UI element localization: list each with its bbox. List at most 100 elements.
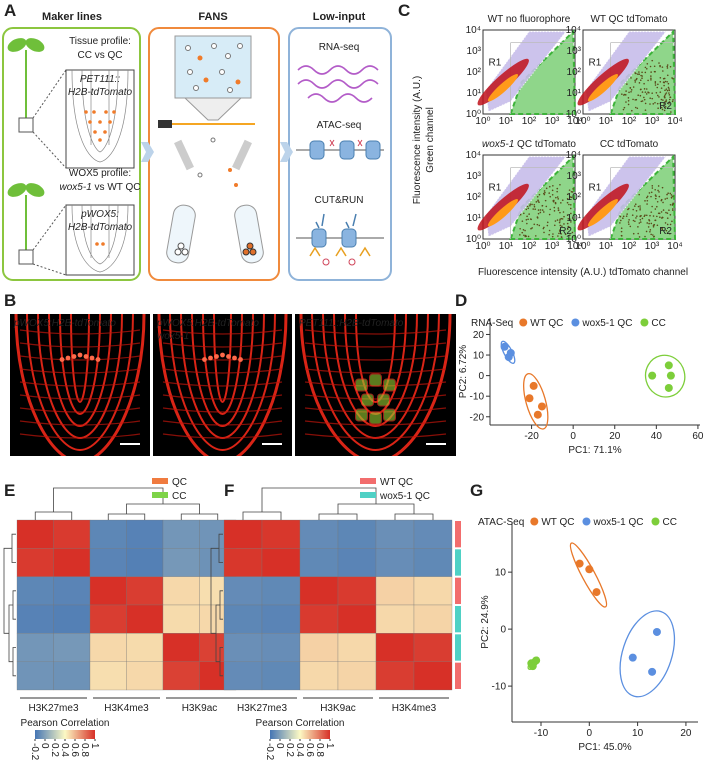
- heatmap-cell: [337, 604, 377, 634]
- x-tick-label: 10: [632, 728, 644, 739]
- event: [664, 93, 667, 95]
- event: [557, 198, 560, 200]
- flow-plot: 10⁰10⁰10¹10¹10²10²10³10³10⁴10⁴R1R2wox5-1…: [466, 139, 583, 252]
- dendrogram: [3, 533, 16, 677]
- plot-title-part: QC tdTomato: [514, 139, 576, 150]
- cell-wall: [19, 342, 141, 348]
- cell-wall: [202, 314, 243, 416]
- x-tick-label: -10: [534, 728, 549, 739]
- method: ATAC-seq: [317, 120, 362, 131]
- cell-wall: [304, 368, 447, 374]
- event: [548, 229, 551, 232]
- event: [639, 207, 641, 209]
- nucleus: [95, 357, 101, 362]
- y-tick-label: 10²: [567, 67, 582, 78]
- event: [527, 235, 530, 238]
- heatmap-cell: [337, 633, 377, 662]
- event: [654, 84, 657, 86]
- event: [548, 233, 550, 236]
- header: Low-input: [313, 11, 366, 23]
- y-tick-label: 10¹: [467, 213, 482, 224]
- method: RNA-seq: [319, 42, 360, 53]
- event: [664, 106, 667, 108]
- event: [664, 222, 667, 224]
- cell-wall: [19, 433, 141, 439]
- event: [629, 87, 632, 89]
- colorbar-tick-label: 1: [89, 743, 100, 749]
- event: [668, 209, 670, 211]
- event: [558, 229, 561, 231]
- event: [656, 102, 659, 105]
- event: [537, 209, 540, 211]
- event: [666, 223, 669, 226]
- event: [656, 94, 659, 97]
- event: [646, 199, 649, 202]
- cell-wall: [162, 368, 283, 374]
- zoom-line: [32, 263, 67, 276]
- y-tick-label: 10⁰: [566, 234, 581, 245]
- event: [568, 203, 570, 206]
- event: [525, 208, 528, 211]
- event: [646, 203, 648, 205]
- heatmap-cell: [261, 604, 301, 634]
- gate-r1: [585, 31, 667, 113]
- event: [525, 218, 528, 221]
- event: [536, 216, 539, 218]
- event: [654, 219, 657, 222]
- qc-cell: [383, 378, 396, 392]
- point: [666, 371, 675, 380]
- event: [554, 220, 557, 222]
- colorbar-tick-label: 0.2: [284, 743, 295, 757]
- event: [658, 212, 661, 215]
- legend-title: RNA-Seq: [471, 318, 513, 329]
- nuclei: [101, 242, 105, 246]
- event: [630, 89, 633, 91]
- heatmap-cell: [375, 548, 415, 577]
- event: [538, 193, 541, 196]
- event: [566, 214, 569, 216]
- nucleus: [83, 354, 89, 359]
- x-tick-label: 10⁰: [475, 241, 490, 252]
- event: [523, 212, 525, 215]
- event: [650, 222, 653, 225]
- method: CUT&RUN: [315, 195, 364, 206]
- point: [652, 627, 661, 636]
- event: [559, 224, 562, 227]
- heatmap-cell: [53, 548, 91, 577]
- event: [629, 225, 632, 228]
- event: [619, 215, 622, 218]
- heatmap-cell: [126, 604, 164, 634]
- event: [631, 109, 633, 112]
- event: [556, 190, 558, 193]
- event: [651, 97, 654, 100]
- event: [632, 232, 635, 235]
- event: [636, 107, 639, 110]
- event: [643, 82, 645, 85]
- droplet: [210, 137, 216, 143]
- event: [664, 80, 667, 83]
- event: [548, 185, 551, 188]
- event: [566, 201, 569, 204]
- event: [656, 224, 659, 227]
- x-tick-label: H3K27me3: [28, 703, 78, 714]
- event: [659, 77, 662, 79]
- event: [546, 224, 549, 227]
- row-annotation: [455, 577, 461, 604]
- zoom-line: [32, 204, 67, 251]
- heatmap-cell: [53, 604, 91, 634]
- event: [551, 194, 554, 196]
- label-part: vs WT QC: [92, 182, 141, 193]
- cell-wall: [162, 420, 283, 426]
- event: [558, 221, 561, 224]
- event: [651, 185, 654, 187]
- event: [524, 234, 527, 237]
- event: [645, 88, 648, 90]
- heatmap-cell: [299, 519, 339, 549]
- x-tick-label: 10²: [522, 241, 537, 252]
- cell-wall: [59, 314, 101, 416]
- event: [667, 192, 669, 194]
- event: [564, 233, 567, 236]
- event: [670, 194, 673, 196]
- image-bg: [153, 314, 292, 456]
